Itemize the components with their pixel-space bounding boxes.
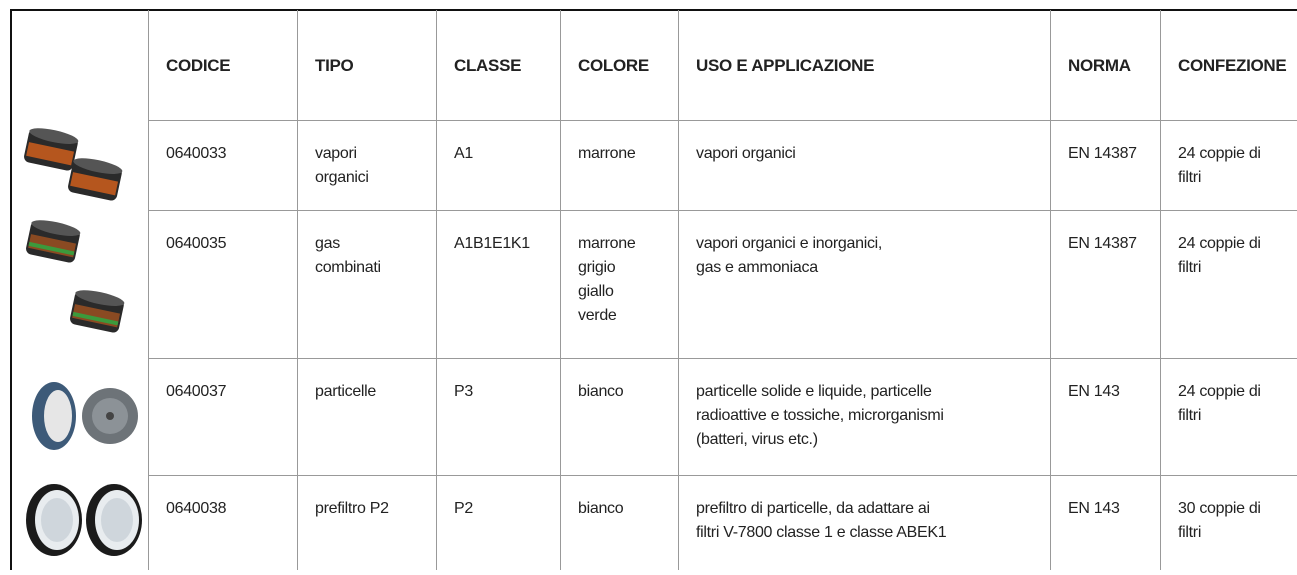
table-cell: particelle xyxy=(315,383,377,400)
table-cell: 24 coppie di filtri xyxy=(1178,145,1261,186)
table-cell: 0640033 xyxy=(166,145,227,162)
header-cell: NORMA xyxy=(1068,56,1131,75)
product-photo xyxy=(26,484,142,556)
table-cell: marrone grigio giallo verde xyxy=(578,235,636,324)
table-cell: marrone xyxy=(578,145,636,162)
table-cell: vapori organici xyxy=(315,145,369,186)
header-cell: CLASSE xyxy=(454,56,522,75)
header-cell: TIPO xyxy=(315,56,354,75)
table-cell: vapori organici e inorganici, gas e ammo… xyxy=(696,235,883,276)
header-cell: USO E APPLICAZIONE xyxy=(696,56,875,75)
table-cell: P3 xyxy=(454,383,473,400)
column-divider xyxy=(436,10,437,570)
left-border xyxy=(10,9,12,570)
table-cell: 0640038 xyxy=(166,500,227,517)
table-cell: EN 14387 xyxy=(1068,145,1137,162)
table-cell: P2 xyxy=(454,500,473,517)
table-cell: A1B1E1K1 xyxy=(454,235,530,252)
table-cell: EN 143 xyxy=(1068,383,1120,400)
table-cell: EN 14387 xyxy=(1068,235,1137,252)
table-cell: EN 143 xyxy=(1068,500,1120,517)
table-cell: bianco xyxy=(578,383,624,400)
column-divider xyxy=(1050,10,1051,570)
table-cell: vapori organici xyxy=(696,145,796,162)
row-divider xyxy=(148,120,1297,121)
header-cell: CODICE xyxy=(166,56,231,75)
table-cell: prefiltro di particelle, da adattare ai … xyxy=(696,500,947,541)
top-border xyxy=(10,9,1297,11)
table-cell: particelle solide e liquide, particelle … xyxy=(696,383,944,448)
product-image xyxy=(12,210,148,358)
column-divider xyxy=(678,10,679,570)
table-cell: 24 coppie di filtri xyxy=(1178,383,1261,424)
header-cell: COLORE xyxy=(578,56,649,75)
table-cell: 0640037 xyxy=(166,383,227,400)
table-cell: 0640035 xyxy=(166,235,227,252)
column-divider xyxy=(560,10,561,570)
header-cell: CONFEZIONE xyxy=(1178,56,1287,75)
column-divider xyxy=(148,10,149,570)
product-image xyxy=(12,460,148,570)
row-divider xyxy=(148,358,1297,359)
column-divider xyxy=(297,10,298,570)
table-cell: 30 coppie di filtri xyxy=(1178,500,1261,541)
row-divider xyxy=(148,210,1297,211)
table-cell: A1 xyxy=(454,145,473,162)
product-image xyxy=(12,0,148,210)
table-cell: bianco xyxy=(578,500,624,517)
product-photo xyxy=(26,220,125,333)
table-cell: 24 coppie di filtri xyxy=(1178,235,1261,276)
product-image xyxy=(12,358,148,475)
product-photo xyxy=(32,382,138,450)
table-cell: prefiltro P2 xyxy=(315,500,389,517)
row-divider xyxy=(148,475,1297,476)
table-cell: gas combinati xyxy=(315,235,381,276)
column-divider xyxy=(1160,10,1161,570)
product-photo xyxy=(24,128,123,201)
